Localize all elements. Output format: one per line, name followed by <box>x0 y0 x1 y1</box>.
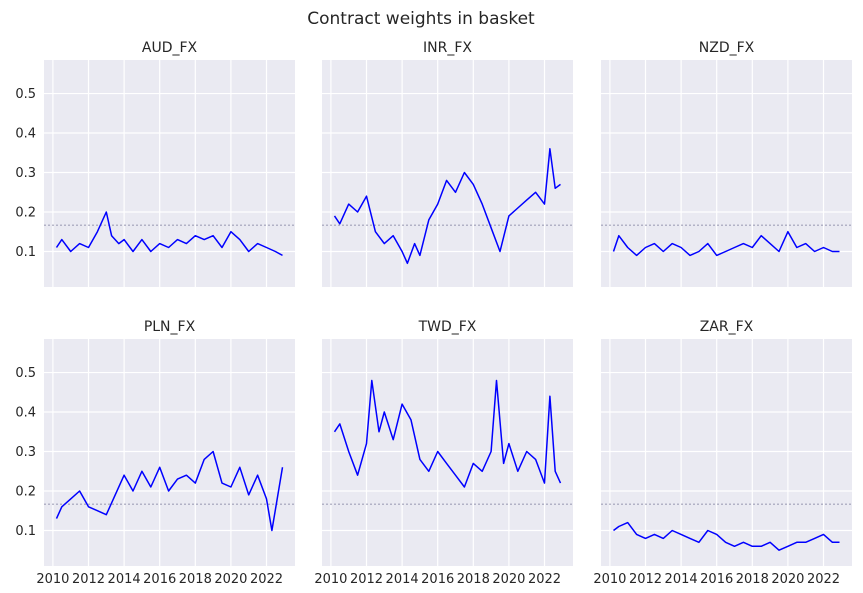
y-tick-label: 0.3 <box>15 445 36 460</box>
plot-area <box>44 60 295 287</box>
panel-title: NZD_FX <box>699 40 755 56</box>
series-line <box>613 521 840 551</box>
x-tick-label: 2018 <box>179 572 212 587</box>
y-tick-label: 0.4 <box>15 127 36 142</box>
x-tick-label: 2016 <box>143 572 176 587</box>
panel-title: INR_FX <box>423 40 472 56</box>
series-line <box>333 148 561 265</box>
series-line <box>333 379 562 488</box>
x-tick-label: 2022 <box>528 572 561 587</box>
y-tick-label: 0.5 <box>15 366 36 381</box>
x-tick-label: 2010 <box>314 572 347 587</box>
figure-title: Contract weights in basket <box>307 9 535 29</box>
x-tick-label: 2020 <box>771 572 804 587</box>
panel-aud-fx: AUD_FX 0.1 0.2 0.3 0.4 0.5 <box>15 40 295 287</box>
plot-area <box>322 60 573 287</box>
y-tick-label: 0.2 <box>15 205 36 220</box>
panel-title: TWD_FX <box>418 319 477 335</box>
x-tick-label: 2014 <box>108 572 141 587</box>
x-tick-label: 2010 <box>593 572 626 587</box>
y-tick-label: 0.5 <box>15 87 36 102</box>
panel-title: AUD_FX <box>142 40 198 56</box>
panel-inr-fx: INR_FX <box>322 40 573 287</box>
y-tick-label: 0.1 <box>15 524 36 539</box>
x-tick-label: 2018 <box>457 572 490 587</box>
series-line <box>55 211 283 257</box>
x-tick-label: 2014 <box>665 572 698 587</box>
x-tick-label: 2020 <box>492 572 525 587</box>
y-tick-label: 0.2 <box>15 484 36 499</box>
panel-pln-fx: PLN_FX 0.1 0.2 0.3 0.4 0.5 2010 2012 2014 2016 201… <box>15 319 295 587</box>
plot-area <box>601 339 852 566</box>
panel-zar-fx: ZAR_FX 2010 2012 2014 2016 2018 2020 2022 <box>593 319 852 587</box>
y-tick-label: 0.1 <box>15 245 36 260</box>
panel-nzd-fx: NZD_FX <box>601 40 852 287</box>
x-tick-label: 2012 <box>72 572 105 587</box>
panel-title: ZAR_FX <box>700 319 754 335</box>
plot-area <box>44 339 295 566</box>
series-line <box>55 450 284 532</box>
x-tick-label: 2022 <box>807 572 840 587</box>
x-tick-label: 2022 <box>250 572 283 587</box>
x-tick-label: 2010 <box>36 572 69 587</box>
x-tick-label: 2016 <box>421 572 454 587</box>
x-tick-label: 2018 <box>736 572 769 587</box>
series-line <box>612 230 840 257</box>
y-tick-label: 0.4 <box>15 406 36 421</box>
x-tick-label: 2012 <box>629 572 662 587</box>
panel-twd-fx: TWD_FX 2010 2012 2014 2016 2018 2020 2022 <box>314 319 573 587</box>
panel-title: PLN_FX <box>144 319 196 335</box>
x-tick-label: 2012 <box>350 572 383 587</box>
y-tick-label: 0.3 <box>15 166 36 181</box>
x-tick-label: 2014 <box>386 572 419 587</box>
panels: AUD_FX 0.1 0.2 0.3 0.4 0.5 INR_FX NZD_FX PLN_FX 0… <box>15 40 852 587</box>
x-tick-label: 2020 <box>214 572 247 587</box>
x-tick-label: 2016 <box>700 572 733 587</box>
